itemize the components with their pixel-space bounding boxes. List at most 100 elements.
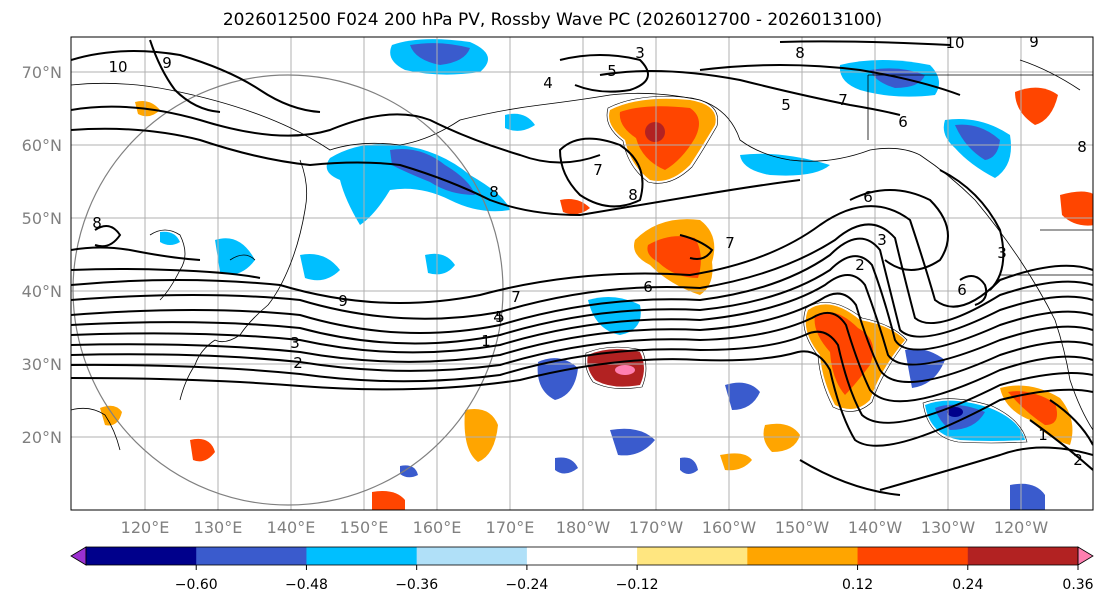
contour-label: 3 xyxy=(290,334,300,352)
contour-label: 5 xyxy=(607,62,617,80)
contour-label: 5 xyxy=(781,96,791,114)
anomaly-blob-negative xyxy=(740,153,830,176)
anomaly-outlines xyxy=(585,96,1028,444)
contour-label: 3 xyxy=(997,244,1007,262)
colorbar-swatch xyxy=(637,547,748,565)
contour-label: 1 xyxy=(481,332,491,350)
contour-label: 3 xyxy=(877,231,887,249)
contour-label: 6 xyxy=(643,278,653,296)
contour-label: 7 xyxy=(838,91,848,109)
anomaly-blob-negative xyxy=(905,348,945,388)
longitude-label: 160°W xyxy=(702,518,757,537)
anomaly-blob-positive-core xyxy=(814,311,874,395)
anomaly-blob-negative xyxy=(505,113,535,131)
longitude-label: 170°E xyxy=(486,518,535,537)
colorbar-tick-label: 0.24 xyxy=(952,577,983,593)
longitude-label: 170°W xyxy=(629,518,684,537)
contour-label: 7 xyxy=(725,234,735,252)
longitude-labels: 120°E 130°E 140°E 150°E 160°E 170°E 180°W 170°W… xyxy=(121,518,1049,537)
colorbar-tick-label: −0.12 xyxy=(616,577,659,593)
latitude-label: 30°N xyxy=(22,355,62,374)
anomaly-blob-positive xyxy=(1060,191,1093,226)
colorbar-swatch xyxy=(526,547,638,565)
colorbar-tick-label: −0.48 xyxy=(285,577,328,593)
longitude-label: 180°W xyxy=(556,518,611,537)
colorbar-tick-label: −0.24 xyxy=(505,577,548,593)
colorbar-tick-label: 0.12 xyxy=(842,577,873,593)
anomaly-blob-negative xyxy=(1010,483,1045,510)
colorbar-tick-label: 0.36 xyxy=(1062,577,1093,593)
longitude-label: 120°E xyxy=(121,518,170,537)
contour-label: 4 xyxy=(493,308,503,326)
map-frame xyxy=(70,36,1094,511)
anomaly-blob-positive-core xyxy=(1008,391,1058,425)
longitude-label: 130°E xyxy=(194,518,243,537)
colorbar-frame xyxy=(85,546,1079,566)
anomaly-blob-positive-peak xyxy=(615,365,635,375)
map-background xyxy=(71,37,1093,510)
anomaly-blob-positive-peak xyxy=(645,122,665,142)
anomaly-blob-negative xyxy=(326,143,510,225)
anomaly-blob-negative xyxy=(160,231,180,245)
colorbar-swatch xyxy=(196,547,307,565)
longitude-label: 150°E xyxy=(340,518,389,537)
anomaly-blob-negative xyxy=(215,238,255,275)
contour-label: 8 xyxy=(92,214,102,232)
colorbar-swatch xyxy=(747,547,859,565)
contour-label: 8 xyxy=(1077,138,1087,156)
contour-label: 2 xyxy=(1073,451,1083,469)
anomaly-blob-positive xyxy=(190,438,215,462)
anomaly-blob-positive xyxy=(763,423,800,452)
latitude-label: 60°N xyxy=(22,136,62,155)
longitude-label: 130°W xyxy=(921,518,976,537)
contour-label: 4 xyxy=(543,74,553,92)
contour-label: 8 xyxy=(489,183,499,201)
anomaly-blob-positive-core xyxy=(647,236,701,278)
colorbar-extend-high xyxy=(1077,546,1094,566)
colorbar-swatch xyxy=(86,547,197,565)
contour-label: 8 xyxy=(795,44,805,62)
anomaly-blob-negative xyxy=(680,457,698,474)
contour-label: 7 xyxy=(593,161,603,179)
contour-label: 2 xyxy=(855,256,865,274)
anomaly-blob-positive xyxy=(587,349,644,387)
contour-label: 6 xyxy=(863,188,873,206)
colorbar-ticks: −0.60−0.48−0.36−0.24−0.120.120.240.360.4… xyxy=(175,565,1094,593)
colorbar-swatch xyxy=(857,547,969,565)
contour-label: 6 xyxy=(957,281,967,299)
longitude-label: 120°W xyxy=(994,518,1049,537)
contour-label: 1 xyxy=(1038,426,1048,444)
contour-label: 6 xyxy=(898,113,908,131)
longitude-label: 150°W xyxy=(775,518,830,537)
contour-label: 9 xyxy=(338,292,348,310)
latitude-label: 70°N xyxy=(22,63,62,82)
colorbar-swatch xyxy=(306,547,418,565)
anomaly-blob-positive xyxy=(720,453,752,471)
anomaly-blob-negative xyxy=(425,253,455,275)
colorbar xyxy=(70,546,1094,566)
colorbar-swatch xyxy=(967,547,1079,565)
colorbar-swatch xyxy=(416,547,528,565)
chart-title: 2026012500 F024 200 hPa PV, Rossby Wave … xyxy=(222,10,883,30)
contour-label: 10 xyxy=(108,58,127,76)
contour-label: 3 xyxy=(635,44,645,62)
latitude-label: 40°N xyxy=(22,282,62,301)
anomaly-blob-negative xyxy=(555,457,578,474)
anomaly-fills xyxy=(100,39,1093,510)
anomaly-blob-negative xyxy=(610,428,655,456)
anomaly-blob-negative xyxy=(300,254,340,281)
anomaly-blob-negative-peak xyxy=(947,407,963,417)
anomaly-blob-negative xyxy=(588,296,641,335)
colorbar-tick-label: −0.36 xyxy=(395,577,438,593)
latitude-label: 20°N xyxy=(22,428,62,447)
colorbar-extend-low xyxy=(70,546,87,566)
latitude-label: 50°N xyxy=(22,209,62,228)
longitude-label: 140°W xyxy=(848,518,903,537)
contour-label: 9 xyxy=(1029,33,1039,51)
colorbar-tick-label: −0.60 xyxy=(175,577,218,593)
longitude-label: 140°E xyxy=(267,518,316,537)
anomaly-blob-positive xyxy=(1015,87,1058,125)
